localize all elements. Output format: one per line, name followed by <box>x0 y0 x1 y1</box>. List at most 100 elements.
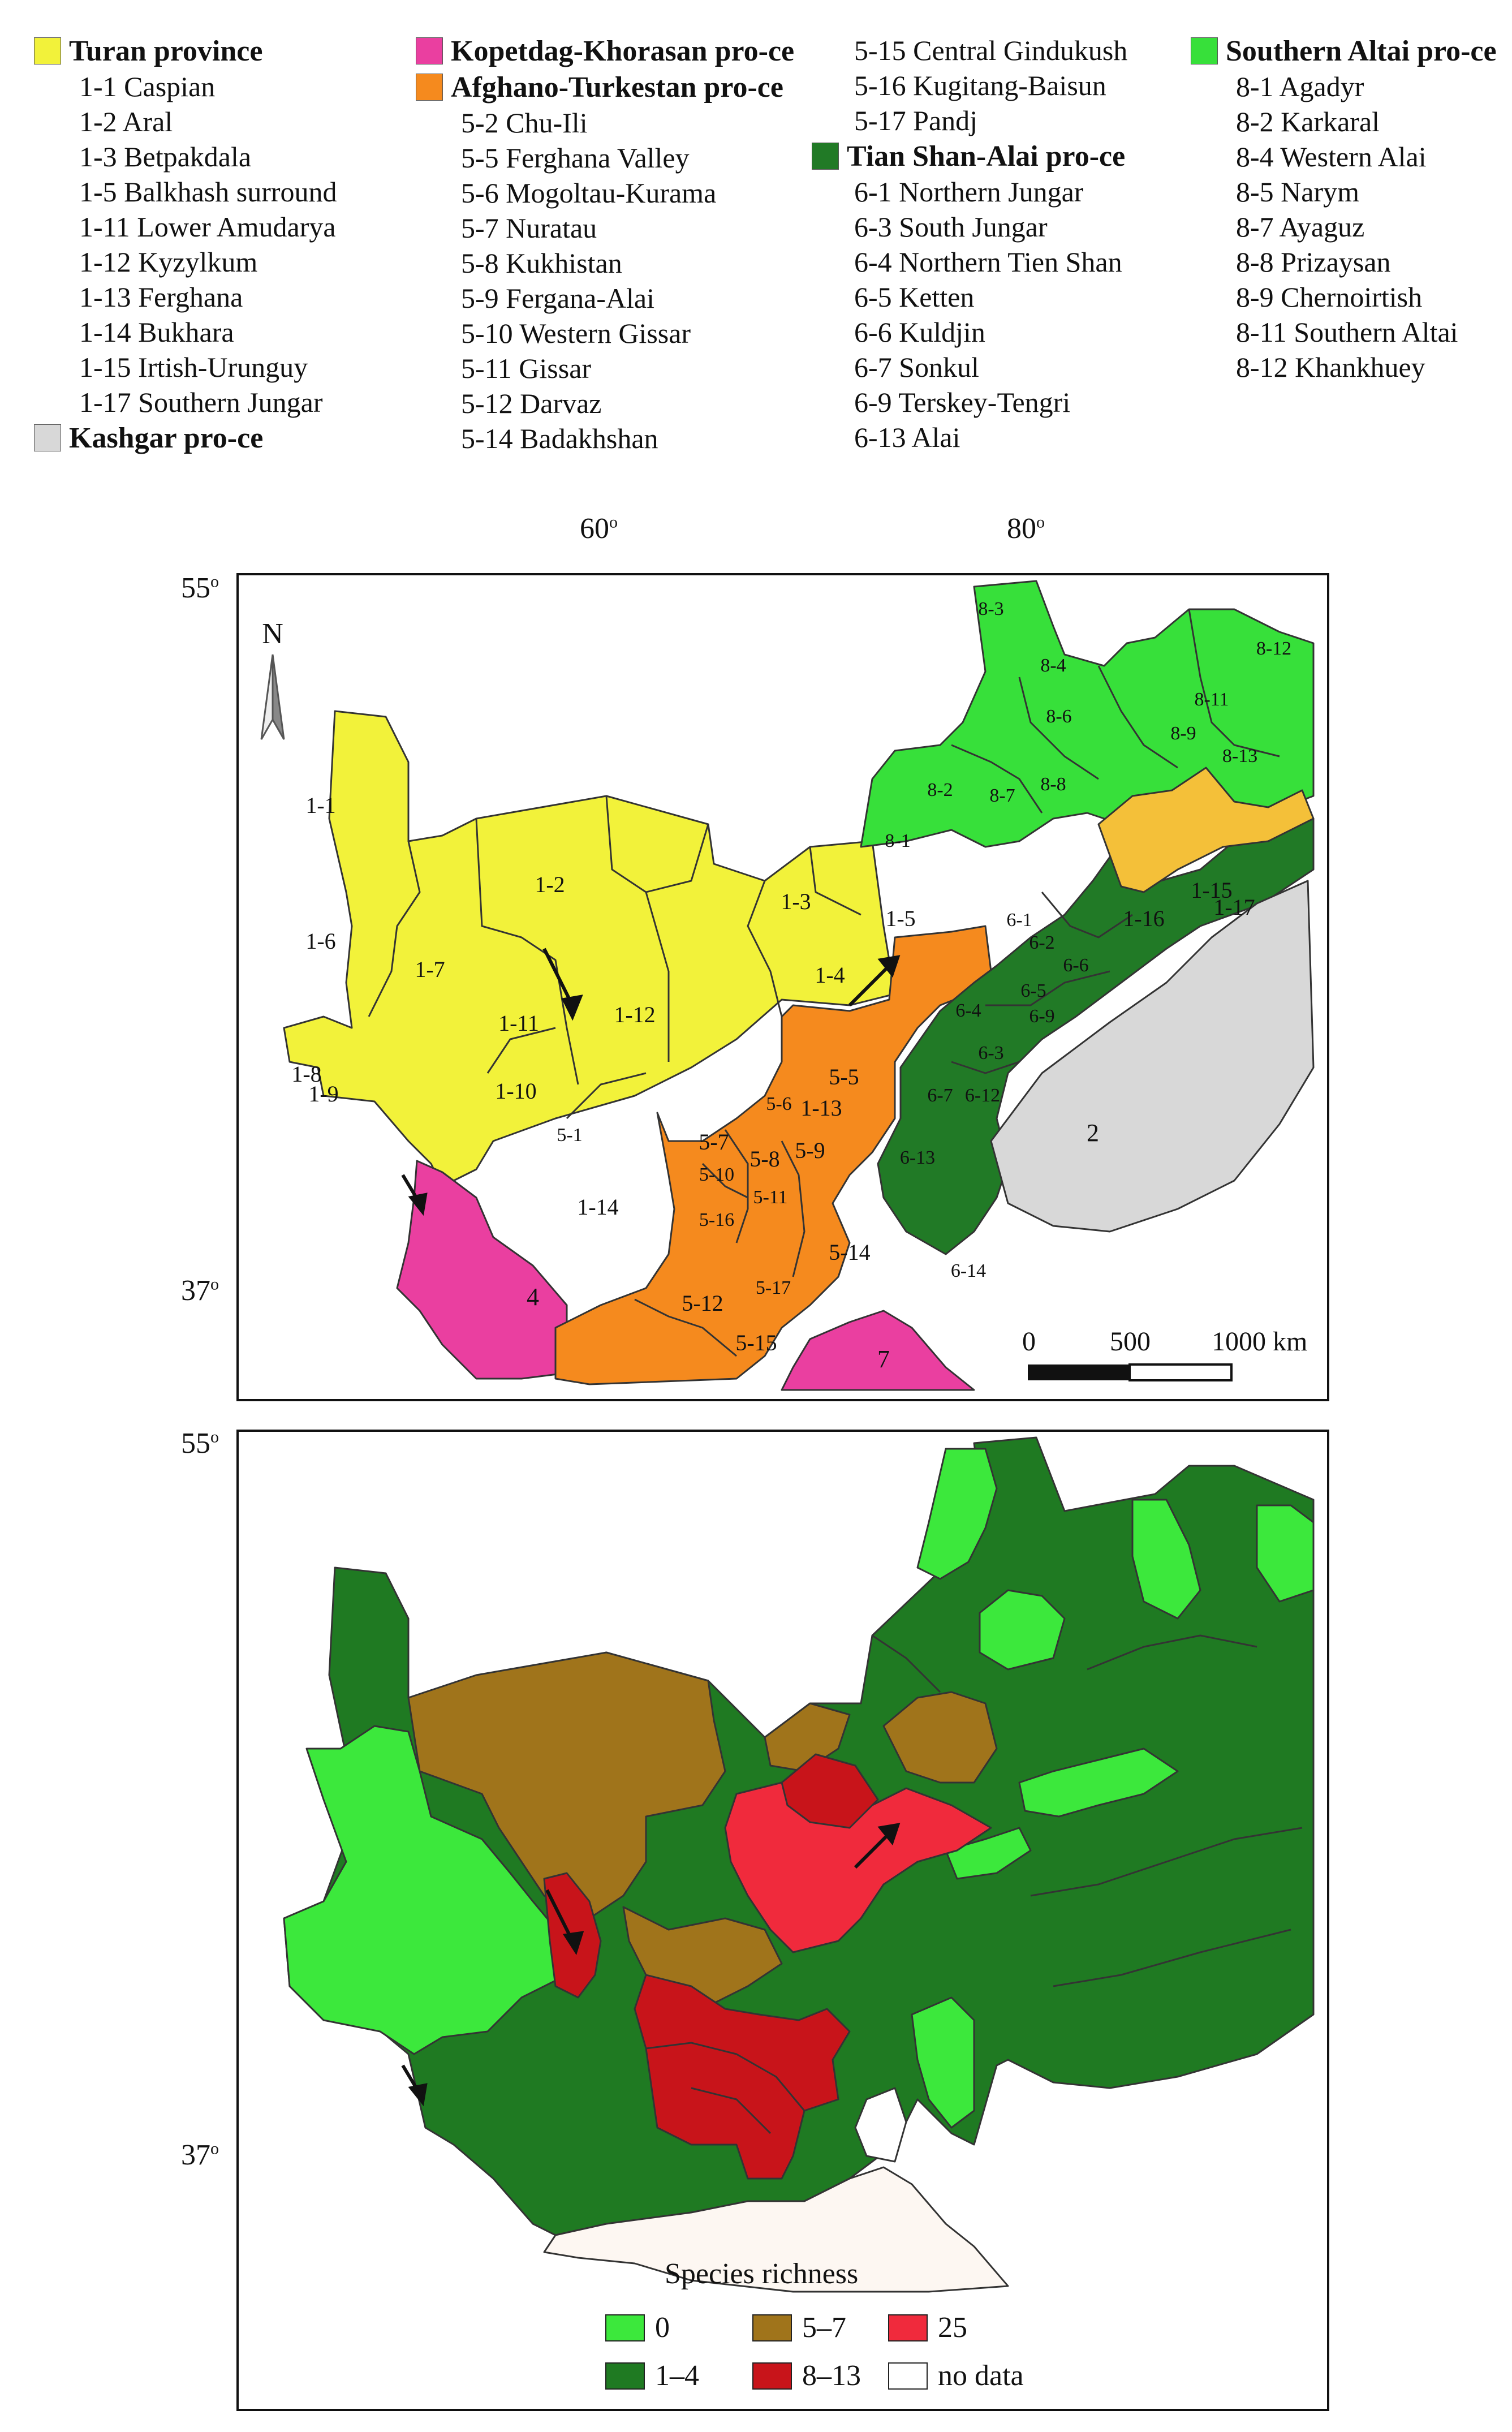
region-label: 8-9 <box>1170 723 1196 744</box>
richness-label: 25 <box>938 2312 967 2344</box>
richness-legend-item: 25 <box>888 2311 967 2344</box>
richness-area-0 <box>916 1448 998 1580</box>
legend-region: 5-7 Nuratau <box>461 212 597 244</box>
richness-swatch <box>605 2314 645 2341</box>
boundary-line <box>985 970 1110 1006</box>
region-label: 1-16 <box>1123 906 1164 931</box>
legend-province-southern-altai: Southern Altai pro-ce <box>1191 33 1497 69</box>
scale-label: 1000 km <box>1212 1327 1307 1357</box>
region-label: 1-4 <box>815 962 845 988</box>
legend-region: 1-2 Aral <box>79 106 173 137</box>
legend-region: 1-1 Caspian <box>79 71 216 102</box>
degree-symbol: o <box>1036 513 1045 532</box>
region-label: 8-4 <box>1040 655 1066 676</box>
legend-region: 8-7 Ayaguz <box>1236 211 1365 243</box>
legend-region: 1-15 Irtish-Urunguy <box>79 351 308 383</box>
legend-swatch-kopetdag <box>416 37 443 64</box>
region-label: 6-6 <box>1063 955 1088 976</box>
arrow-line <box>545 1889 574 1942</box>
degree-symbol: o <box>210 1275 219 1294</box>
legend-region: 6-7 Sonkul <box>854 351 979 383</box>
region-label: 1-13 <box>800 1095 842 1121</box>
legend-region: 5-5 Ferghana Valley <box>461 142 690 174</box>
boundary-line <box>1053 1929 1291 1987</box>
legend-region: 6-13 Alai <box>854 421 960 453</box>
scale-label: 0 <box>1022 1327 1036 1357</box>
legend-region: 6-4 Northern Tien Shan <box>854 246 1122 278</box>
region-label: 5-11 <box>753 1187 787 1208</box>
richness-swatch <box>752 2314 792 2341</box>
regions-map-svg: 1-1 1-2 1-3 1-4 1-5 1-6 1-7 1-8 1-9 1-10… <box>260 580 1315 1391</box>
boundary-line <box>1188 609 1280 757</box>
legend-region: 5-16 Kugitang-Baisun <box>854 70 1106 101</box>
richness-swatch <box>888 2362 928 2390</box>
scale-bar <box>1028 1363 1233 1381</box>
richness-area-0 <box>911 1996 975 2129</box>
legend-region: 5-17 Pandj <box>854 105 978 136</box>
boundary-line <box>1041 892 1133 939</box>
arrow-head-icon <box>408 2083 428 2107</box>
region-label: 5-1 <box>557 1125 582 1146</box>
region-label: 1-9 <box>308 1081 338 1107</box>
lon-value: 60 <box>580 513 609 545</box>
biogeographic-regions-map: 1-1 1-2 1-3 1-4 1-5 1-6 1-7 1-8 1-9 1-10… <box>236 573 1329 1401</box>
arrow-line <box>848 964 891 1007</box>
legend-region: 8-4 Western Alai <box>1236 141 1427 173</box>
region-label: 8-11 <box>1194 689 1229 710</box>
legend-region: 8-8 Prizaysan <box>1236 246 1391 278</box>
region-label: 8-3 <box>978 599 1003 619</box>
legend-province-turan: Turan province <box>34 33 337 69</box>
latitude-label-37: 37o <box>181 1274 219 1307</box>
legend-region: 6-9 Terskey-Tengri <box>854 386 1071 418</box>
region-label: 6-13 <box>900 1147 935 1168</box>
region-label: 6-3 <box>978 1043 1003 1064</box>
legend-province-name: Kopetdag-Khorasan pro-ce <box>451 35 795 67</box>
region-label: 5-10 <box>699 1164 734 1185</box>
irtish-urunguy-area <box>1097 767 1315 893</box>
longitude-label-80: 80o <box>1007 512 1045 545</box>
legend-region: 5-10 Western Gissar <box>461 317 691 349</box>
legend-swatch-afghano-turkestan <box>416 74 443 101</box>
legend-region: 6-6 Kuldjin <box>854 316 985 348</box>
region-label: 6-9 <box>1029 1006 1054 1027</box>
legend-region: 1-11 Lower Amudarya <box>79 211 336 243</box>
richness-area-0 <box>945 1827 1032 1880</box>
boundary-line <box>368 841 421 1017</box>
legend-province-name: Kashgar pro-ce <box>69 421 264 454</box>
legend-region: 1-17 Southern Jungar <box>79 386 323 418</box>
region-label: 8-7 <box>989 785 1015 806</box>
region-label: 6-5 <box>1020 980 1046 1001</box>
richness-area-5-7 <box>764 1702 851 1772</box>
richness-legend-item: 0 <box>605 2311 670 2344</box>
richness-legend-item: no data <box>888 2359 1024 2392</box>
richness-area-0 <box>1018 1747 1179 1818</box>
region-label: 5-14 <box>829 1239 870 1265</box>
boundary-line <box>645 824 709 893</box>
legend-province-kashgar: Kashgar pro-ce <box>34 420 337 456</box>
region-label: 1-17 <box>1213 894 1255 920</box>
latitude-label-55-bottom: 55o <box>181 1427 219 1460</box>
legend-region: 8-5 Narym <box>1236 176 1359 208</box>
richness-label: 1–4 <box>655 2360 699 2392</box>
arrow-head-icon <box>561 995 583 1021</box>
region-label: 8-12 <box>1256 638 1291 659</box>
legend-swatch-southern-altai <box>1191 37 1218 64</box>
richness-legend-item: 1–4 <box>605 2359 699 2392</box>
boundary-line <box>1097 665 1178 769</box>
boundary-line <box>747 880 783 1017</box>
region-label: 1-15 <box>1191 877 1232 903</box>
region-label: 8-8 <box>1040 774 1066 795</box>
legend-province-kopetdag: Kopetdag-Khorasan pro-ce <box>416 33 794 69</box>
richness-area-0 <box>979 1589 1066 1671</box>
legend-region: 6-5 Ketten <box>854 281 975 313</box>
degree-symbol: o <box>210 572 219 591</box>
arrow-head-icon <box>562 1931 584 1956</box>
region-label: 6-1 <box>1006 910 1032 931</box>
boundary-line <box>1030 1827 1303 1897</box>
north-label: N <box>262 618 283 650</box>
richness-area-8-13 <box>634 1974 851 2180</box>
region-label: 1-3 <box>781 889 811 914</box>
region-label: 8-13 <box>1222 746 1257 767</box>
kopetdag-west-area <box>396 1160 568 1380</box>
lat-value: 37 <box>181 1275 210 1307</box>
